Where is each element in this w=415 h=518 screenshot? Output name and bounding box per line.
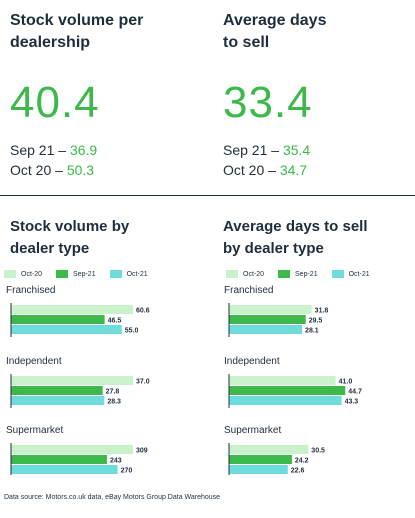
kpi-stock-row-sep21: Sep 21 – 36.9: [10, 140, 200, 160]
chart-stock-bar-supermarket-sep21: [11, 455, 107, 464]
chart-stock-by-dealer-type: Franchised 60.6 46.555.0 Independent 37.0 27.…: [6, 285, 150, 475]
kpi-stock-value: 40.4: [10, 78, 100, 127]
chart-stock-bar-independent-oct21: [11, 396, 105, 405]
chart-stock-value-label-supermarket-oct21: 270: [121, 468, 133, 475]
kpi-stock-comparisons: Sep 21 – 36.9 Oct 20 – 50.3: [10, 140, 200, 180]
kpi-stock-title: Stock volume per dealership: [10, 10, 200, 54]
chart-stock-value-label-supermarket-oct20: 309: [136, 448, 148, 455]
chart-stock-bar-franchised-oct21: [11, 325, 122, 334]
chart-days-bar-franchised-oct21: [229, 325, 303, 334]
kpi-days-row-oct20: Oct 20 – 34.7: [223, 160, 413, 180]
data-source-note: Data source: Motors.co.uk data, eBay Mot…: [4, 494, 221, 501]
chart-days-category-label-independent: Independent: [224, 356, 280, 367]
chart-stock-bar-franchised-oct20: [11, 305, 133, 314]
chart-days-value-label-supermarket-oct21: 22.6: [291, 468, 305, 475]
legend-label-oct21: Oct-21: [126, 270, 148, 278]
kpi-days-row1-value: 35.4: [282, 142, 311, 158]
kpi-stock-volume: Stock volume per dealership 40.4 Sep 21 …: [10, 10, 200, 180]
kpi-stock-title-line1: Stock volume per: [10, 12, 144, 29]
legend-item-oct20: Oct-20: [226, 270, 264, 278]
chart-stock-title: Stock volume by dealer type: [10, 216, 205, 260]
chart-stock-category-label-franchised: Franchised: [6, 285, 55, 296]
chart-days-category-label-franchised: Franchised: [224, 285, 273, 296]
chart-days-value-label-independent-oct21: 43.3: [345, 399, 359, 406]
chart-days-bar-franchised-sep21: [229, 315, 306, 324]
chart-stock-bar-independent-oct20: [11, 376, 133, 385]
legend-label-oct20: Oct-20: [21, 270, 43, 278]
chart-stock-category-label-independent: Independent: [6, 356, 62, 367]
kpi-days-comparisons: Sep 21 – 35.4 Oct 20 – 34.7: [223, 140, 413, 180]
chart-days-value-label-independent-oct20: 41.0: [339, 379, 353, 386]
legend-label-sep21: Sep-21: [295, 270, 318, 278]
chart-stock-title-line2: dealer type: [10, 240, 90, 257]
legend-swatch-sep21: [56, 270, 69, 278]
legend-item-oct21: Oct-21: [109, 270, 148, 278]
chart-stock-bar-supermarket-oct21: [11, 465, 118, 474]
chart-days-value-label-franchised-oct20: 31.8: [315, 308, 329, 315]
legend-item-oct20: Oct-20: [4, 270, 42, 278]
chart-stock-value-label-franchised-oct20: 60.6: [136, 308, 150, 315]
chart-days-bar-supermarket-sep21: [229, 455, 292, 464]
chart-days-legend: Oct-20 Sep-21 Oct-21: [226, 268, 384, 280]
chart-days-value-label-franchised-sep21: 29.5: [309, 318, 323, 325]
legend-swatch-oct20: [4, 270, 16, 278]
chart-stock-value-label-supermarket-sep21: 243: [110, 458, 122, 465]
chart-stock-value-label-independent-oct20: 37.0: [136, 379, 150, 386]
kpi-days-title: Average days to sell: [223, 10, 413, 54]
chart-stock-title-line1: Stock volume by: [10, 218, 130, 235]
kpi-stock-row1-value: 36.9: [69, 142, 98, 158]
legend-item-sep21: Sep-21: [56, 270, 96, 278]
legend-swatch-sep21: [278, 270, 291, 278]
chart-days-value-label-supermarket-oct20: 30.5: [311, 448, 325, 455]
chart-days-title: Average days to sell by dealer type: [223, 216, 415, 260]
chart-days-bar-supermarket-oct20: [229, 445, 309, 454]
kpi-days-title-line1: Average days: [223, 12, 327, 29]
chart-stock-legend: Oct-20 Sep-21 Oct-21: [4, 268, 162, 280]
chart-days-by-dealer-type: Franchised 31.8 29.5 28.1 Independent 41.0 44.…: [224, 285, 362, 475]
kpi-stock-row1-label: Sep 21 –: [10, 142, 70, 158]
legend-item-oct21: Oct-21: [331, 270, 370, 278]
kpi-days-title-line2: to sell: [223, 34, 270, 51]
chart-stock-value-label-independent-sep21: 27.8: [106, 389, 120, 396]
chart-days-category-label-supermarket: Supermarket: [224, 425, 281, 436]
legend-label-oct21: Oct-21: [348, 270, 370, 278]
legend-swatch-oct21: [109, 270, 122, 278]
section-divider: [0, 195, 415, 196]
chart-days-bar-independent-sep21: [229, 386, 346, 395]
chart-days-value-label-supermarket-sep21: 24.2: [295, 458, 309, 465]
kpi-stock-row2-value: 50.3: [66, 162, 95, 178]
kpi-days-row1-label: Sep 21 –: [223, 142, 283, 158]
chart-days-value-label-franchised-oct21: 28.1: [305, 328, 319, 335]
legend-item-sep21: Sep-21: [278, 270, 318, 278]
legend-label-sep21: Sep-21: [73, 270, 96, 278]
legend-label-oct20: Oct-20: [243, 270, 265, 278]
chart-stock-bar-franchised-sep21: [11, 315, 105, 324]
kpi-days-value: 33.4: [223, 78, 313, 127]
chart-stock-category-label-supermarket: Supermarket: [6, 425, 63, 436]
chart-days-value-label-independent-sep21: 44.7: [348, 389, 362, 396]
legend-swatch-oct21: [331, 270, 344, 278]
chart-stock-value-label-independent-oct21: 28.3: [107, 399, 121, 406]
chart-days-title-line2: by dealer type: [223, 240, 324, 257]
chart-days-title-line1: Average days to sell: [223, 218, 368, 235]
kpi-days-row2-value: 34.7: [279, 162, 308, 178]
chart-days-bar-supermarket-oct21: [229, 465, 288, 474]
chart-days-bar-independent-oct20: [229, 376, 336, 385]
chart-days-bar-franchised-oct20: [229, 305, 312, 314]
kpi-stock-row2-label: Oct 20 –: [10, 162, 67, 178]
kpi-days-row2-label: Oct 20 –: [223, 162, 280, 178]
kpi-stock-row-oct20: Oct 20 – 50.3: [10, 160, 200, 180]
kpi-average-days: Average days to sell 33.4 Sep 21 – 35.4 …: [223, 10, 413, 180]
kpi-days-row-sep21: Sep 21 – 35.4: [223, 140, 413, 160]
chart-stock-value-label-franchised-oct21: 55.0: [125, 328, 139, 335]
kpi-stock-title-line2: dealership: [10, 34, 91, 51]
chart-stock-value-label-franchised-sep21: 46.5: [108, 318, 122, 325]
chart-stock-bar-supermarket-oct20: [11, 445, 133, 454]
legend-swatch-oct20: [226, 270, 238, 278]
chart-days-bar-independent-oct21: [229, 396, 342, 405]
chart-stock-bar-independent-sep21: [11, 386, 103, 395]
